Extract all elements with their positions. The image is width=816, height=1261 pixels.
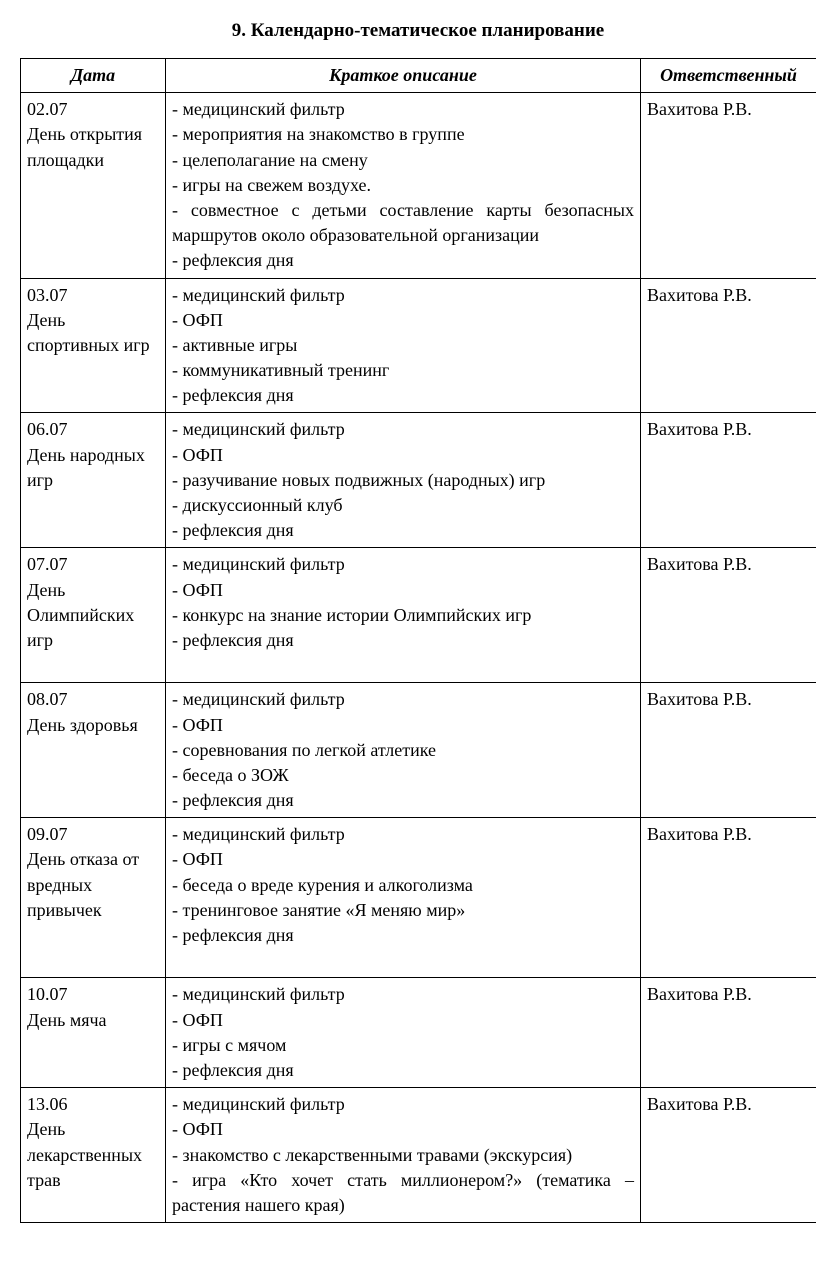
description-line: - рефлексия дня [172,248,634,273]
responsible-cell: Вахитова Р.В. [641,683,816,818]
date-text: 07.07 [27,552,159,577]
description-line: - рефлексия дня [172,923,634,948]
description-line: - медицинский фильтр [172,822,634,847]
table-row: 03.07День спортивных игр- медицинский фи… [21,278,816,413]
description-line: - соревнования по легкой атлетике [172,738,634,763]
description-line: - совместное с детьми составление карты … [172,198,634,248]
date-text: День народных игр [27,443,159,493]
description-line: - игра «Кто хочет стать миллионером?» (т… [172,1168,634,1218]
date-text: 06.07 [27,417,159,442]
date-text: День мяча [27,1008,159,1033]
description-line: - активные игры [172,333,634,358]
responsible-cell: Вахитова Р.В. [641,413,816,548]
description-line: - ОФП [172,1117,634,1142]
table-header-row: Дата Краткое описание Ответственный [21,59,816,93]
description-cell: - медицинский фильтр- ОФП- конкурс на зн… [166,548,641,683]
col-header-desc: Краткое описание [166,59,641,93]
description-line: - медицинский фильтр [172,97,634,122]
description-line: - медицинский фильтр [172,982,634,1007]
date-cell: 06.07День народных игр [21,413,166,548]
description-cell: - медицинский фильтр- ОФП- игры с мячом-… [166,978,641,1088]
description-line: - беседа о вреде курения и алкоголизма [172,873,634,898]
responsible-cell: Вахитова Р.В. [641,978,816,1088]
description-line: - медицинский фильтр [172,687,634,712]
date-text: 10.07 [27,982,159,1007]
table-row: 10.07День мяча- медицинский фильтр- ОФП-… [21,978,816,1088]
date-text: День лекарственных трав [27,1117,159,1193]
description-line: - медицинский фильтр [172,552,634,577]
description-line: - конкурс на знание истории Олимпийских … [172,603,634,628]
description-line: - рефлексия дня [172,1058,634,1083]
description-line: - ОФП [172,713,634,738]
responsible-cell: Вахитова Р.В. [641,818,816,978]
description-line: - разучивание новых подвижных (народных)… [172,468,634,493]
date-text: День открытия площадки [27,122,159,172]
description-line: - рефлексия дня [172,788,634,813]
description-cell: - медицинский фильтр- ОФП- беседа о вред… [166,818,641,978]
description-line: - ОФП [172,847,634,872]
description-cell: - медицинский фильтр- мероприятия на зна… [166,93,641,278]
date-text: 03.07 [27,283,159,308]
date-cell: 10.07День мяча [21,978,166,1088]
description-line: - ОФП [172,443,634,468]
date-text: 09.07 [27,822,159,847]
responsible-cell: Вахитова Р.В. [641,548,816,683]
responsible-cell: Вахитова Р.В. [641,93,816,278]
description-line [172,653,634,678]
description-line: - медицинский фильтр [172,283,634,308]
date-cell: 07.07День Олимпийских игр [21,548,166,683]
table-row: 09.07День отказа от вредных привычек- ме… [21,818,816,978]
description-line: - игры на свежем воздухе. [172,173,634,198]
description-line: - коммуникативный тренинг [172,358,634,383]
table-row: 06.07День народных игр- медицинский филь… [21,413,816,548]
description-line: - дискуссионный клуб [172,493,634,518]
description-line [172,948,634,973]
table-row: 08.07День здоровья- медицинский фильтр- … [21,683,816,818]
col-header-date: Дата [21,59,166,93]
description-cell: - медицинский фильтр- ОФП- соревнования … [166,683,641,818]
date-text: День Олимпийских игр [27,578,159,654]
date-cell: 09.07День отказа от вредных привычек [21,818,166,978]
date-text: День здоровья [27,713,159,738]
description-cell: - медицинский фильтр- ОФП- знакомство с … [166,1088,641,1223]
date-cell: 02.07День открытия площадки [21,93,166,278]
responsible-cell: Вахитова Р.В. [641,278,816,413]
table-row: 07.07День Олимпийских игр- медицинский ф… [21,548,816,683]
description-line: - мероприятия на знакомство в группе [172,122,634,147]
date-text: 02.07 [27,97,159,122]
date-cell: 03.07День спортивных игр [21,278,166,413]
date-text: 13.06 [27,1092,159,1117]
description-line: - знакомство с лекарственными травами (э… [172,1143,634,1168]
description-line: - медицинский фильтр [172,417,634,442]
description-line: - целеполагание на смену [172,148,634,173]
date-text: День отказа от вредных привычек [27,847,159,923]
table-row: 02.07День открытия площадки- медицинский… [21,93,816,278]
col-header-resp: Ответственный [641,59,816,93]
date-cell: 08.07День здоровья [21,683,166,818]
description-line: - тренинговое занятие «Я меняю мир» [172,898,634,923]
description-cell: - медицинский фильтр- ОФП- разучивание н… [166,413,641,548]
description-line: - ОФП [172,308,634,333]
description-cell: - медицинский фильтр- ОФП- активные игры… [166,278,641,413]
date-text: День спортивных игр [27,308,159,358]
description-line: - беседа о ЗОЖ [172,763,634,788]
description-line: - рефлексия дня [172,383,634,408]
schedule-table: Дата Краткое описание Ответственный 02.0… [20,58,816,1223]
description-line: - ОФП [172,578,634,603]
responsible-cell: Вахитова Р.В. [641,1088,816,1223]
description-line: - рефлексия дня [172,628,634,653]
date-text: 08.07 [27,687,159,712]
description-line: - ОФП [172,1008,634,1033]
page-title: 9. Календарно-тематическое планирование [20,20,816,42]
description-line: - рефлексия дня [172,518,634,543]
date-cell: 13.06День лекарственных трав [21,1088,166,1223]
description-line: - игры с мячом [172,1033,634,1058]
description-line: - медицинский фильтр [172,1092,634,1117]
table-row: 13.06День лекарственных трав- медицински… [21,1088,816,1223]
